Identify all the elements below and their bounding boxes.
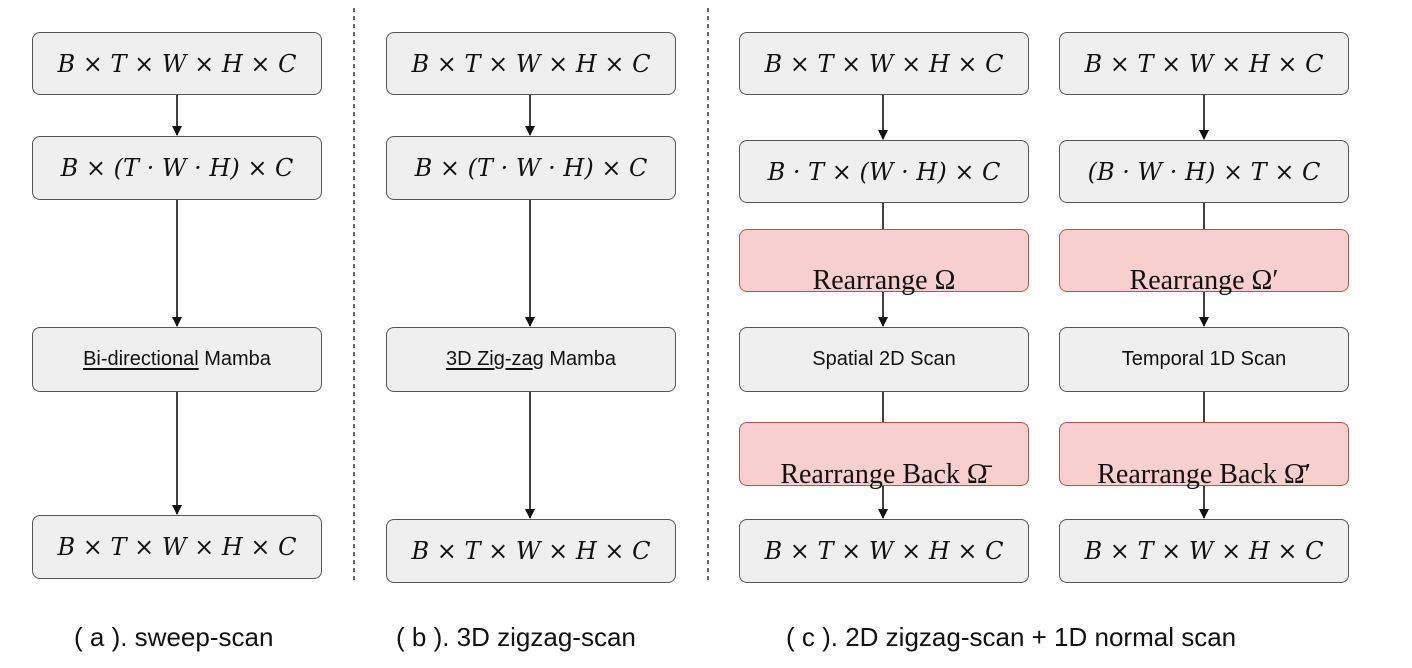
panel-c-spatial-input-shape: B × T × W × H × C [739,32,1029,95]
panel-c-temporal-rearrange: Rearrange Ω′ [1059,229,1349,296]
panel-c-spatial-scan: Spatial 2D Scan [739,327,1029,392]
panel-b-mamba-rest: g Mamba [532,348,617,370]
panel-a-mamba-underlined: Bi-directional [83,348,199,370]
panel-c-temporal-reshape: (B · W · H) × T × C [1059,140,1349,203]
panel-c-spatial-rearrange-back: Rearrange Back Ω̄ [739,422,1029,490]
panel-a-flatten-shape: B × (T · W · H) × C [32,136,322,200]
panel-a-mamba-rest: Mamba [198,348,271,370]
panel-c-temporal-input-shape: B × T × W × H × C [1059,32,1349,95]
panel-a-input-shape: B × T × W × H × C [32,32,322,95]
panel-c-temporal-rearrange-back: Rearrange Back Ω̄′ [1059,422,1349,490]
panel-b-input-shape: B × T × W × H × C [386,32,676,95]
panel-c-caption: ( c ). 2D zigzag-scan + 1D normal scan [786,622,1237,652]
panel-b-caption: ( b ). 3D zigzag-scan [396,622,636,652]
panel-b-mamba-block: 3D Zig-za g Mamba [386,327,676,392]
panel-a-output-shape: B × T × W × H × C [32,515,322,579]
panel-b-mamba-underlined: 3D Zig-za [445,348,533,370]
panel-b-output-shape: B × T × W × H × C [386,519,676,583]
panel-c-temporal-scan: Temporal 1D Scan [1059,327,1349,392]
panel-c-spatial-reshape: B · T × (W · H) × C [739,140,1029,203]
panel-b-flatten-shape: B × (T · W · H) × C [386,136,676,200]
panel-c-spatial-output-shape: B × T × W × H × C [739,519,1029,583]
panel-a-mamba-block: Bi-directional Mamba [32,327,322,392]
panel-a-caption: ( a ). sweep-scan [74,622,274,652]
panel-c-temporal-output-shape: B × T × W × H × C [1059,519,1349,583]
panel-c-spatial-rearrange: Rearrange Ω [739,229,1029,296]
